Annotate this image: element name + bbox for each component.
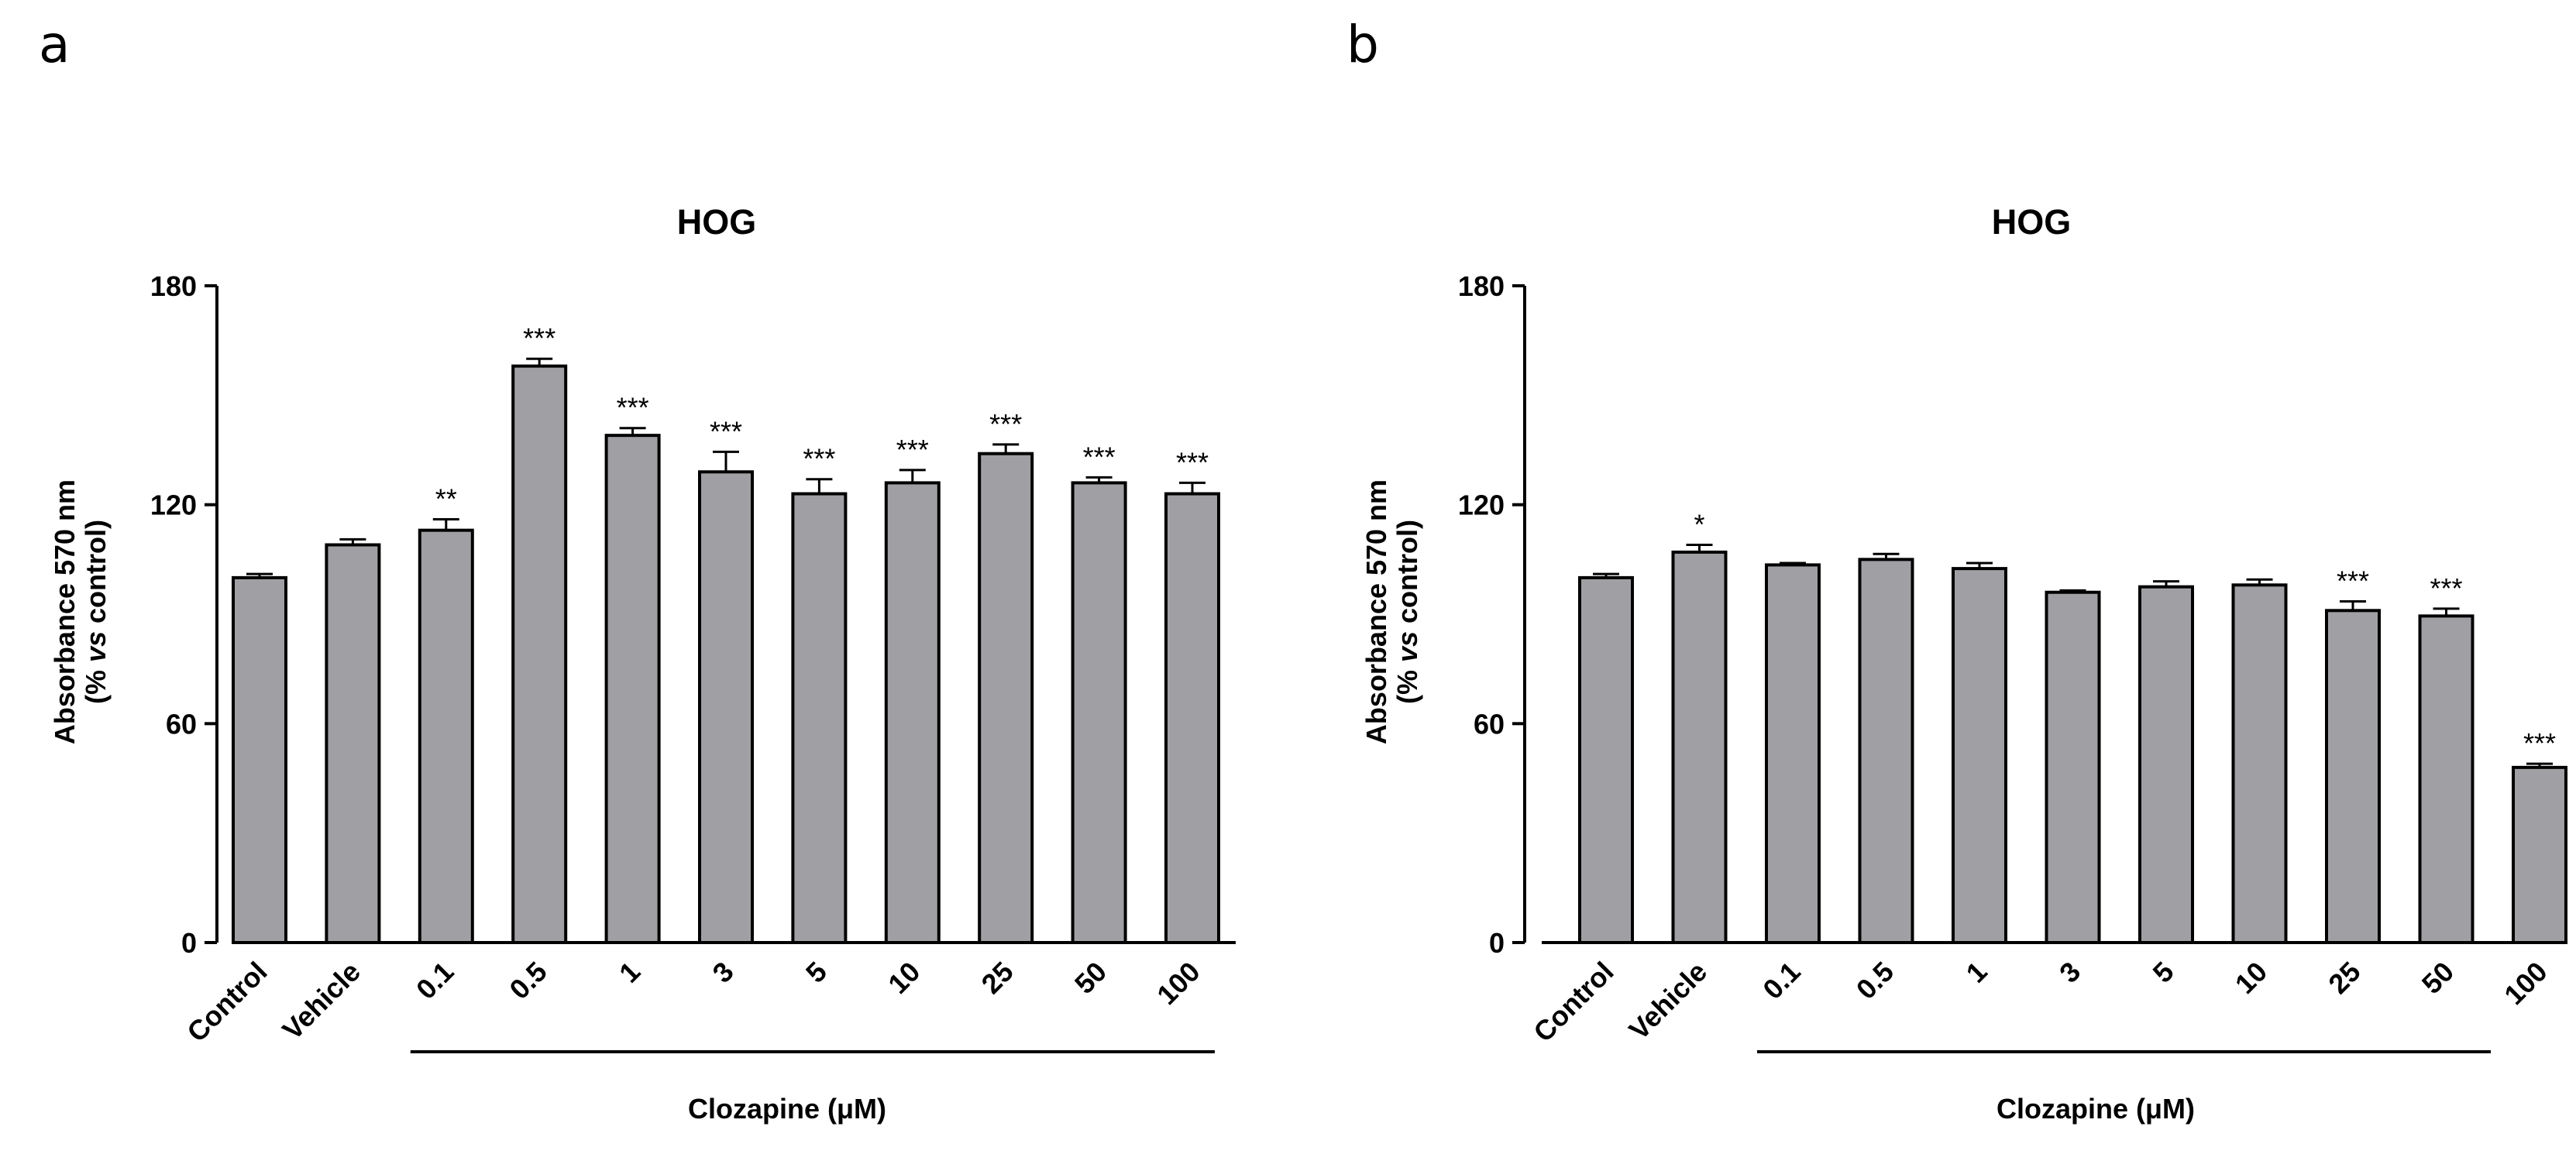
x-tick-label-a: 0.1 bbox=[410, 956, 459, 1005]
y-axis-title-suffix-b: control) bbox=[1391, 520, 1423, 631]
x-axis-title-b: Clozapine (μM) bbox=[1996, 1093, 2195, 1125]
bar-a bbox=[698, 470, 754, 944]
x-tick-label-a: 100 bbox=[1150, 956, 1205, 1011]
bar-b bbox=[2325, 609, 2381, 944]
y-axis-title-b: Absorbance 570 nm (% vs control) bbox=[1360, 479, 1423, 744]
significance-label-a: *** bbox=[1176, 446, 1209, 478]
bar-b bbox=[2231, 583, 2288, 944]
panel-letter-a: a bbox=[39, 15, 70, 74]
bar-b bbox=[2512, 765, 2567, 944]
bar-a bbox=[511, 364, 568, 944]
x-tick-label-b: 0.5 bbox=[1850, 956, 1900, 1005]
y-tick-label-b: 60 bbox=[1474, 708, 1505, 740]
bar-a bbox=[884, 481, 941, 944]
y-tick-label-a: 180 bbox=[150, 270, 197, 302]
y-axis-title-a: Absorbance 570 nm (% vs control) bbox=[49, 479, 112, 744]
x-tick-label-a: Vehicle bbox=[276, 956, 366, 1046]
bar-a bbox=[978, 452, 1034, 944]
bar-b bbox=[2138, 585, 2194, 945]
significance-label-a: *** bbox=[523, 322, 555, 354]
x-axis-title-a: Clozapine (μM) bbox=[688, 1093, 886, 1125]
bar-b bbox=[1578, 575, 1634, 945]
bar-b bbox=[2418, 614, 2475, 944]
x-tick-label-a: 10 bbox=[882, 956, 926, 1000]
significance-label-a: *** bbox=[989, 408, 1022, 440]
x-tick-label-a: 0.5 bbox=[503, 956, 552, 1005]
x-tick-label-b: 5 bbox=[2147, 956, 2180, 989]
significance-label-b: *** bbox=[2523, 727, 2556, 759]
x-tick-label-b: 10 bbox=[2229, 956, 2273, 1000]
bar-b bbox=[1858, 558, 1914, 944]
x-tick-label-b: 25 bbox=[2322, 956, 2366, 1000]
plot-area-b: 0 60 120 180 Control * Vehicle 0.1 0.5 1 3 5 10 *** 25… bbox=[1458, 270, 2567, 1053]
bar-a bbox=[1071, 481, 1127, 944]
bar-a bbox=[418, 528, 474, 944]
x-tick-label-a: 5 bbox=[800, 956, 833, 989]
y-tick-label-a: 0 bbox=[181, 927, 197, 959]
panel-a: a HOG Absorbance 570 nm (% vs control) 0… bbox=[39, 15, 1236, 1125]
y-tick-label-a: 120 bbox=[150, 489, 197, 521]
significance-label-a: *** bbox=[710, 415, 742, 447]
y-tick-label-b: 180 bbox=[1458, 270, 1505, 302]
x-tick-label-b: 50 bbox=[2416, 956, 2460, 1000]
panel-letter-b: b bbox=[1346, 15, 1379, 74]
x-tick-label-a: Control bbox=[181, 956, 273, 1048]
bar-b bbox=[1765, 563, 1821, 945]
significance-label-b: * bbox=[1694, 508, 1704, 540]
bar-a bbox=[325, 543, 381, 944]
x-tick-label-a: 1 bbox=[613, 956, 646, 989]
significance-label-a: *** bbox=[1083, 441, 1116, 472]
chart-title-b: HOG bbox=[1992, 202, 2072, 242]
bar-a bbox=[232, 575, 287, 945]
x-tick-label-a: 3 bbox=[707, 956, 740, 989]
x-tick-label-a: 25 bbox=[975, 956, 1020, 1000]
significance-label-a: ** bbox=[435, 483, 457, 515]
y-axis-title-prefix-a: (% bbox=[80, 662, 112, 704]
significance-label-b: *** bbox=[2337, 565, 2369, 597]
y-axis-title-line1-a: Absorbance 570 nm bbox=[49, 479, 81, 744]
panel-b: b HOG Absorbance 570 nm (% vs control) 0… bbox=[1346, 15, 2567, 1125]
y-axis-title-italic-b: vs bbox=[1391, 631, 1423, 662]
y-axis-title-suffix-a: control) bbox=[80, 520, 112, 631]
y-axis-title-line2-a: (% vs control) bbox=[80, 520, 112, 704]
y-tick-label-b: 120 bbox=[1458, 489, 1505, 521]
x-tick-label-b: 1 bbox=[1960, 956, 1993, 989]
y-axis-title-prefix-b: (% bbox=[1391, 662, 1423, 704]
x-tick-label-b: Control bbox=[1527, 956, 1619, 1048]
significance-label-a: *** bbox=[617, 392, 649, 424]
x-tick-label-b: 0.1 bbox=[1756, 956, 1806, 1005]
bar-b bbox=[1671, 550, 1728, 945]
y-axis-title-line1-b: Absorbance 570 nm bbox=[1360, 479, 1392, 744]
x-tick-label-b: 3 bbox=[2053, 956, 2086, 989]
x-tick-label-a: 50 bbox=[1068, 956, 1113, 1000]
y-axis-title-line2-b: (% vs control) bbox=[1391, 520, 1423, 704]
bar-a bbox=[604, 434, 661, 944]
x-tick-label-b: 100 bbox=[2498, 956, 2553, 1011]
significance-label-b: *** bbox=[2430, 572, 2462, 604]
bar-a bbox=[1164, 492, 1220, 944]
significance-label-a: *** bbox=[896, 434, 929, 465]
y-axis-title-italic-a: vs bbox=[80, 631, 112, 662]
y-tick-label-a: 60 bbox=[166, 708, 197, 740]
bar-b bbox=[2045, 590, 2101, 944]
bar-b bbox=[1952, 567, 2007, 944]
plot-area-a: 0 60 120 180 Control Vehicle ** 0.1 *** 0.5 *** 1 **… bbox=[150, 270, 1236, 1053]
chart-title-a: HOG bbox=[677, 202, 757, 242]
bar-a bbox=[791, 492, 848, 944]
x-tick-label-b: Vehicle bbox=[1622, 956, 1713, 1046]
y-tick-label-b: 0 bbox=[1489, 927, 1505, 959]
significance-label-a: *** bbox=[803, 443, 835, 475]
